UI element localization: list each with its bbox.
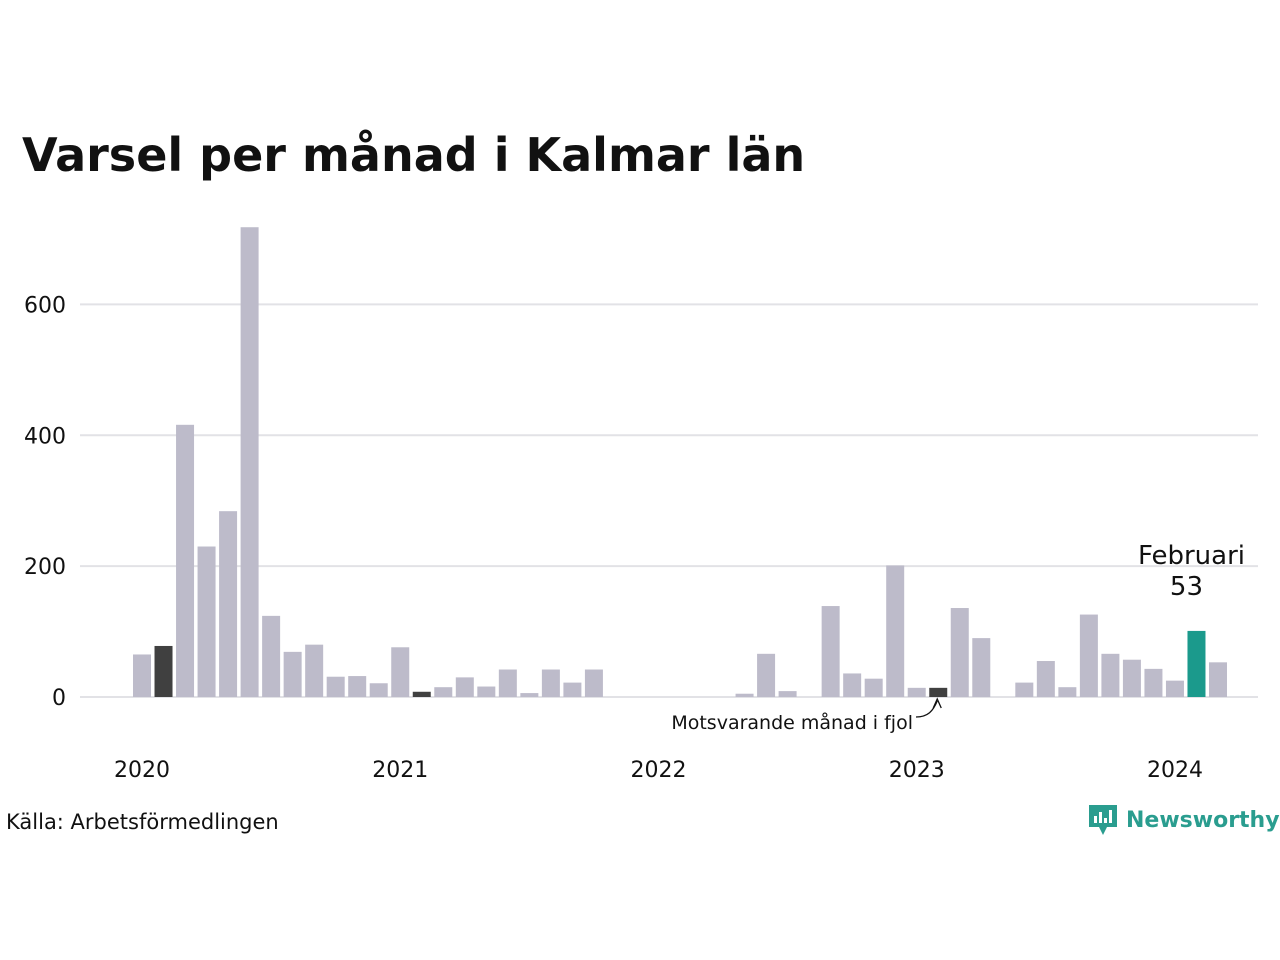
newsworthy-logo-icon [1089, 805, 1117, 835]
bar [1101, 653, 1120, 697]
x-tick-label: 2021 [372, 758, 428, 783]
y-tick-label: 200 [24, 555, 66, 580]
bar [1144, 668, 1163, 697]
bar [1122, 659, 1141, 697]
bar [929, 687, 948, 697]
bar [434, 687, 453, 697]
bar [1015, 682, 1034, 697]
bar [584, 669, 603, 697]
bar [907, 687, 926, 697]
bar [864, 678, 883, 697]
bar [154, 645, 173, 697]
y-tick-label: 400 [24, 424, 66, 449]
x-tick-label: 2023 [889, 758, 945, 783]
highlight-value-label: 53 [1170, 572, 1203, 602]
y-tick-label: 0 [52, 686, 66, 711]
source-note: Källa: Arbetsförmedlingen [6, 810, 279, 834]
chart-title: Varsel per månad i Kalmar län [22, 128, 806, 182]
bar [1058, 687, 1077, 697]
annotation-arrowhead [932, 697, 942, 709]
bar [326, 676, 345, 697]
x-tick-label: 2022 [630, 758, 686, 783]
bar [348, 676, 367, 697]
bar [886, 565, 905, 697]
bar [477, 686, 496, 697]
bar [1209, 662, 1227, 697]
bar [735, 693, 754, 697]
bar [412, 691, 431, 697]
bar [369, 683, 388, 697]
bar [197, 546, 216, 697]
bar [262, 615, 281, 697]
bar [541, 669, 560, 697]
bar [498, 669, 517, 697]
bar [176, 424, 195, 697]
bar-chart: 0 200 400 600 2020 2021 2022 2023 2024 Februari… [24, 227, 1258, 783]
bar [1165, 680, 1184, 697]
bar [305, 644, 324, 697]
bar [843, 673, 862, 697]
bar [1036, 661, 1055, 697]
bar [520, 693, 539, 697]
x-tick-label: 2020 [114, 758, 170, 783]
bar [972, 638, 991, 697]
x-tick-label: 2024 [1147, 758, 1203, 783]
brand-name: Newsworthy [1126, 807, 1280, 833]
bars [133, 227, 1227, 698]
brand-logo: Newsworthy [1088, 803, 1280, 837]
highlight-month-label: Februari [1138, 541, 1245, 571]
bar [821, 606, 840, 697]
bar [778, 691, 797, 697]
bar [240, 227, 259, 698]
bar [391, 647, 410, 697]
bar [133, 654, 151, 697]
bar [219, 511, 238, 697]
bar [283, 651, 302, 697]
bar [757, 653, 776, 697]
bar [950, 608, 969, 697]
bar [455, 677, 474, 697]
bar [1187, 630, 1206, 697]
y-tick-label: 600 [24, 293, 66, 318]
bar [1079, 614, 1098, 697]
annotation-connector [915, 700, 938, 718]
bar [563, 682, 582, 697]
y-axis-ticks: 0 200 400 600 [24, 293, 66, 711]
comparison-annotation-label: Motsvarande månad i fjol [671, 711, 913, 734]
x-axis-ticks: 2020 2021 2022 2023 2024 [114, 758, 1203, 783]
